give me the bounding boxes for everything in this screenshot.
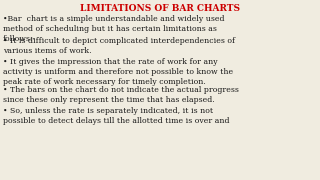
Text: •Bar  chart is a simple understandable and widely used
method of scheduling but : •Bar chart is a simple understandable an… — [3, 15, 225, 43]
Text: • It is difficult to depict complicated interdependencies of
various items of wo: • It is difficult to depict complicated … — [3, 37, 235, 55]
Text: • It gives the impression that the rate of work for any
activity is uniform and : • It gives the impression that the rate … — [3, 58, 233, 86]
Text: • The bars on the chart do not indicate the actual progress
since these only rep: • The bars on the chart do not indicate … — [3, 86, 239, 104]
Text: • So, unless the rate is separately indicated, it is not
possible to detect dela: • So, unless the rate is separately indi… — [3, 107, 229, 125]
Text: LIMITATIONS OF BAR CHARTS: LIMITATIONS OF BAR CHARTS — [80, 4, 240, 13]
